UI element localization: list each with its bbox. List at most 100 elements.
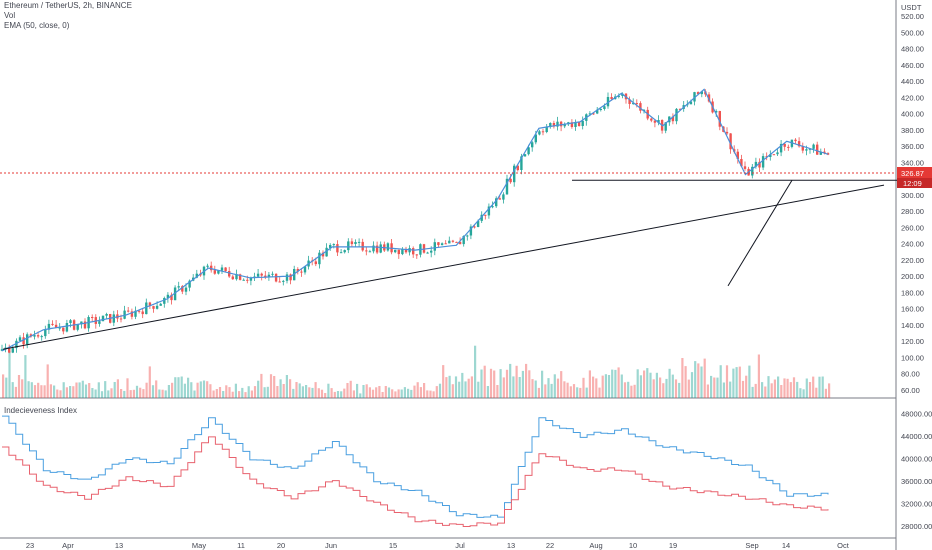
candle-body: [426, 252, 429, 254]
symbol-title[interactable]: Ethereum / TetherUS, 2h, BINANCE: [4, 1, 132, 10]
volume-bar: [365, 384, 368, 398]
volume-bar: [330, 388, 333, 398]
volume-bar: [113, 382, 116, 398]
volume-bar: [576, 387, 579, 398]
volume-bar: [617, 367, 620, 398]
volume-bar: [684, 366, 687, 398]
volume-bar: [282, 384, 285, 398]
volume-bar: [678, 382, 681, 398]
candle-body: [444, 243, 447, 245]
candle-body: [397, 249, 400, 255]
candle-body: [729, 133, 732, 150]
volume-bar: [770, 383, 773, 398]
candle-body: [556, 121, 559, 127]
volume-bar: [690, 372, 694, 398]
indicator-tick-label: 40000.00: [901, 454, 932, 463]
candle-body: [296, 269, 299, 272]
volume-bar: [158, 389, 161, 398]
candle-body: [606, 97, 610, 107]
volume-bar: [502, 377, 505, 398]
ema-legend[interactable]: EMA (50, close, 0): [4, 21, 70, 30]
volume-bar: [700, 366, 703, 398]
volume-bar: [528, 370, 531, 398]
price-tick-label: 380.00: [901, 126, 924, 135]
candle-body: [621, 93, 624, 96]
candle-body: [267, 274, 271, 278]
time-tick-label: 23: [26, 541, 34, 550]
indicator-tick-label: 48000.00: [901, 409, 932, 418]
candle-body: [256, 273, 260, 277]
price-tick-label: 120.00: [901, 337, 924, 346]
time-tick-label: 14: [782, 541, 790, 550]
volume-bar: [142, 389, 145, 398]
candle-body: [675, 108, 678, 122]
candle-body: [527, 147, 530, 155]
volume-bar: [732, 368, 735, 398]
drawing-tools[interactable]: [0, 172, 905, 350]
time-tick-label: 22: [546, 541, 554, 550]
volume-bar: [263, 387, 266, 398]
candle-body: [285, 274, 289, 281]
candle-body: [177, 286, 180, 288]
volume-bar: [346, 383, 349, 398]
volume-bar: [215, 389, 218, 398]
price-tick-label: 480.00: [901, 45, 924, 54]
volume-bar: [305, 385, 308, 398]
candle-body: [220, 267, 224, 271]
candle-body: [217, 270, 220, 274]
ema-series-line: [1, 88, 829, 352]
indicator-series-low: [2, 436, 829, 527]
candle-body: [769, 154, 772, 157]
candle-body: [563, 124, 566, 127]
volume-bar: [668, 368, 671, 398]
volume-bar: [445, 377, 448, 398]
volume-bar: [30, 382, 33, 398]
candle-body: [440, 243, 444, 246]
price-tick-label: 300.00: [901, 191, 924, 200]
volume-bar: [91, 388, 94, 398]
candle-body: [166, 294, 170, 298]
volume-bar: [448, 375, 451, 398]
volume-bar: [320, 389, 324, 398]
volume-legend[interactable]: Vol: [4, 11, 16, 20]
volume-bar: [206, 381, 209, 398]
volume-bar: [725, 365, 729, 398]
candle-body: [394, 249, 397, 253]
time-tick-label: 15: [389, 541, 397, 550]
volume-bar: [209, 384, 212, 398]
price-tick-label: 240.00: [901, 240, 924, 249]
candle-body: [303, 266, 307, 273]
volume-bar: [97, 382, 100, 398]
indicator-title[interactable]: Indecieveness Index: [4, 406, 77, 415]
candle-body: [206, 265, 209, 267]
volume-bar: [368, 387, 371, 398]
volume-bar: [423, 383, 426, 398]
indicator-tick-label: 44000.00: [901, 432, 932, 441]
candle-body: [8, 347, 11, 353]
volume-bar: [180, 376, 183, 398]
volume-bar: [604, 374, 607, 398]
candle-body: [498, 198, 501, 200]
volume-bar: [458, 381, 461, 398]
candle-body: [754, 161, 758, 167]
candle-body: [632, 103, 635, 105]
volume-bar: [579, 387, 582, 398]
price-tick-label: 260.00: [901, 223, 924, 232]
candle-body: [293, 269, 296, 281]
indicator-tick-label: 36000.00: [901, 477, 932, 486]
volume-bar: [202, 380, 206, 398]
volume-bar: [37, 382, 40, 398]
candle-body: [33, 335, 36, 337]
volume-bar: [222, 391, 225, 398]
price-axis-unit: USDT: [901, 3, 922, 12]
candle-body: [650, 118, 653, 121]
time-tick-label: 20: [277, 541, 285, 550]
candle-body: [357, 241, 361, 243]
volume-bar: [11, 382, 14, 398]
volume-bar: [253, 386, 257, 398]
candle-body: [47, 323, 51, 330]
candle-body: [375, 245, 379, 253]
volume-bar: [231, 391, 234, 398]
candle-body: [552, 123, 556, 127]
